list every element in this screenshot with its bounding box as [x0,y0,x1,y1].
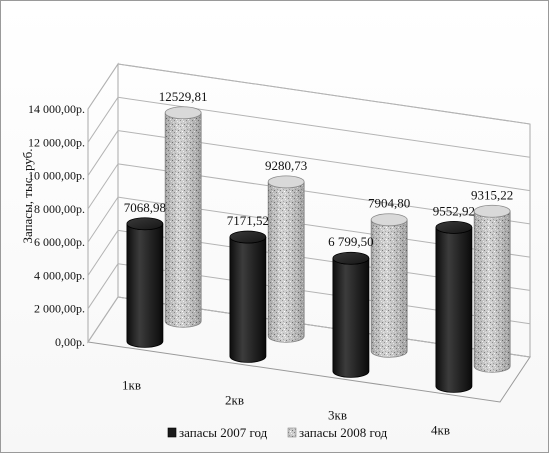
bar-top [126,217,164,231]
legend-swatch-2 [287,427,297,438]
data-label: 7068,98 [124,200,166,215]
bar-2008-2 [267,175,305,343]
category-label: 3кв [328,408,347,423]
legend-label-1: запасы 2007 год [179,425,268,440]
y-tick-label: 10 000,00р. [28,169,85,183]
bar-top [164,106,202,120]
y-tick-label: 8 000,00р. [34,202,85,216]
legend-swatch-1 [167,427,177,438]
y-tick-label: 2 000,00р. [34,302,85,316]
gridline-side [87,230,119,276]
data-label: 6 799,50 [328,234,374,249]
bar-2008-4 [473,204,511,373]
y-axis-ticks: 0,00р. 2 000,00р. 4 000,00р. 6 000,00р. 8 00… [28,102,85,349]
gridline [117,63,531,125]
bar-2008-1 [164,106,202,328]
bar-2007-1 [126,217,164,348]
x-axis-categories: 1кв 2кв 3кв 4кв [122,378,450,438]
data-label: 7171,52 [227,213,269,228]
y-tick-label: 6 000,00р. [34,235,85,249]
bar-2007-2 [229,230,267,363]
bar-top [229,230,267,244]
bar-body [126,223,164,348]
gridline-side [87,97,119,143]
bar-2008-3 [370,213,408,358]
category-label: 4кв [431,423,450,438]
gridline-side [87,263,119,309]
gridline-side [87,63,119,110]
category-label: 1кв [122,378,141,393]
bar-2007-3 [332,251,370,378]
legend-label-2: запасы 2008 год [299,425,388,440]
bar-shade [165,112,202,328]
y-tick-label: 0,00р. [55,335,85,349]
bar-2007-4 [435,221,473,393]
legend: запасы 2007 год запасы 2008 год [167,425,388,440]
data-label: 9315,22 [471,187,513,202]
gridline-side [87,130,119,176]
bar-shade [371,219,408,358]
bar-top [435,221,473,234]
bar-shade [268,181,305,343]
data-label: 12529,81 [159,89,208,104]
gridline-side [87,163,119,210]
category-label: 2кв [225,393,244,408]
plot-bars: 12529,81 9280,73 7904,80 9315,22 7068,98 7171… [124,89,513,393]
bar-top [332,251,370,265]
bar-body [332,258,370,378]
gridline-side [87,196,119,243]
bar-top [370,213,408,227]
bar-body [435,227,473,393]
data-label: 9280,73 [265,158,307,173]
bar-top [267,175,305,189]
y-axis-label: Запасы, тыс. руб. [20,148,35,243]
gridline-side [87,296,119,343]
bar-body [229,236,267,363]
y-tick-label: 12 000,00р. [28,135,85,149]
data-label: 9552,92 [433,203,475,218]
y-tick-label: 4 000,00р. [34,268,85,282]
bar-top [473,204,511,218]
y-tick-label: 14 000,00р. [28,102,85,116]
bar-shade [474,211,511,373]
data-label: 7904,80 [368,196,410,211]
